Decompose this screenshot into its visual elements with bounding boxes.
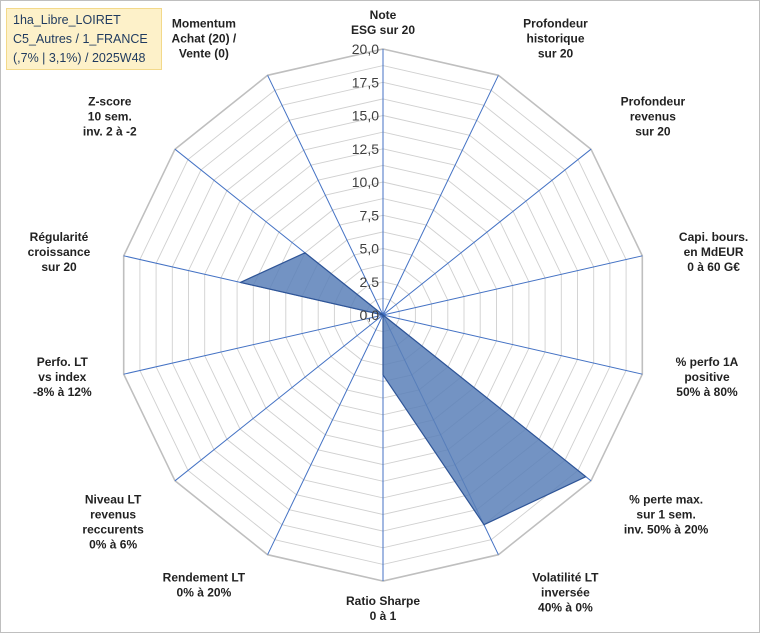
axis-label: % perte max. sur 1 sem. inv. 50% à 20% bbox=[624, 493, 709, 537]
info-line-3: (,7% | 3,1%) / 2025W48 bbox=[13, 51, 146, 65]
axis-label-line: Niveau LT bbox=[85, 493, 142, 507]
axis-label-line: Rendement LT bbox=[163, 570, 246, 584]
info-line-2: C5_Autres / 1_FRANCE bbox=[13, 32, 148, 46]
axis-label-line: sur 1 sem. bbox=[636, 508, 695, 522]
axis-label: Niveau LT revenus reccurents 0% à 6% bbox=[82, 493, 144, 552]
radial-tick-labels: 0,0 2,5 5,0 7,5 10,0 12,5 15,0 17,5 20,0 bbox=[352, 41, 379, 323]
radar-spoke bbox=[267, 314, 384, 555]
radar-spoke bbox=[174, 314, 384, 482]
radial-tick-label: 2,5 bbox=[360, 274, 380, 290]
axis-label: Capi. bours. en MdEUR 0 à 60 G€ bbox=[679, 230, 748, 274]
axis-label-line: Z-score bbox=[88, 94, 132, 108]
radial-tick-label: 5,0 bbox=[360, 241, 380, 257]
axis-label-line: inv. 2 à -2 bbox=[83, 124, 137, 138]
radial-tick-label: 0,0 bbox=[360, 307, 380, 323]
axis-label-line: Achat (20) / bbox=[172, 32, 237, 46]
axis-label-line: revenus bbox=[90, 508, 136, 522]
axis-label-line: en MdEUR bbox=[684, 245, 744, 259]
chart-info-box: 1ha_Libre_LOIRET C5_Autres / 1_FRANCE (,… bbox=[6, 8, 162, 70]
axis-label-line: inv. 50% à 20% bbox=[624, 523, 709, 537]
axis-label-line: Profondeur bbox=[523, 17, 588, 31]
axis-label-line: sur 20 bbox=[635, 124, 671, 138]
axis-label-line: 50% à 80% bbox=[676, 385, 738, 399]
axis-label: Z-score 10 sem. inv. 2 à -2 bbox=[83, 94, 137, 138]
axis-label-line: revenus bbox=[630, 109, 676, 123]
radial-tick-label: 10,0 bbox=[352, 174, 379, 190]
radar-series-area bbox=[239, 252, 587, 526]
axis-label-line: % perte max. bbox=[629, 493, 703, 507]
axis-label: Profondeur historique sur 20 bbox=[523, 17, 588, 61]
axis-label-line: 0% à 6% bbox=[89, 538, 137, 552]
radial-tick-label: 17,5 bbox=[352, 74, 379, 90]
axis-label: Ratio Sharpe 0 à 1 bbox=[346, 594, 420, 623]
axis-label-line: Profondeur bbox=[621, 94, 686, 108]
radial-tick-label: 20,0 bbox=[352, 41, 379, 57]
radar-spoke bbox=[267, 75, 384, 316]
radar-spoke bbox=[382, 255, 643, 316]
axis-label-line: 0 à 1 bbox=[370, 609, 397, 623]
axis-label-line: positive bbox=[684, 370, 730, 384]
axis-label-line: Momentum bbox=[172, 17, 236, 31]
radar-spoke bbox=[382, 314, 643, 375]
axis-label: Rendement LT 0% à 20% bbox=[163, 570, 246, 599]
axis-label-line: sur 20 bbox=[538, 47, 574, 61]
radial-tick-label: 7,5 bbox=[360, 207, 380, 223]
axis-label-line: 0 à 60 G€ bbox=[687, 260, 740, 274]
axis-label-line: 40% à 0% bbox=[538, 600, 593, 614]
axis-label-line: Régularité bbox=[30, 230, 89, 244]
axis-label-line: vs index bbox=[38, 370, 86, 384]
axis-label-line: croissance bbox=[28, 245, 91, 259]
axis-label: Régularité croissance sur 20 bbox=[28, 230, 91, 274]
axis-label: Profondeur revenus sur 20 bbox=[621, 94, 686, 138]
axis-label-line: sur 20 bbox=[41, 260, 77, 274]
axis-label: % perfo 1A positive 50% à 80% bbox=[676, 355, 739, 399]
radial-tick-label: 12,5 bbox=[352, 141, 379, 157]
axis-label: Volatilité LT inversée 40% à 0% bbox=[532, 570, 599, 614]
axis-label-line: inversée bbox=[541, 585, 590, 599]
info-line-1: 1ha_Libre_LOIRET bbox=[13, 13, 121, 27]
axis-label-line: historique bbox=[526, 32, 584, 46]
radar-spoke bbox=[123, 314, 384, 375]
axis-label-line: Vente (0) bbox=[179, 47, 229, 61]
axis-label-line: Volatilité LT bbox=[532, 570, 599, 584]
axis-label-line: 0% à 20% bbox=[177, 585, 232, 599]
radar-spoke bbox=[382, 75, 499, 316]
axis-labels: Note ESG sur 20 Profondeur historique sur 20… bbox=[28, 8, 749, 623]
axis-label: Momentum Achat (20) / Vente (0) bbox=[172, 17, 237, 61]
axis-label-line: Note bbox=[370, 8, 397, 22]
axis-label-line: Capi. bours. bbox=[679, 230, 748, 244]
axis-label-line: 10 sem. bbox=[88, 109, 132, 123]
axis-label: Perfo. LT vs index -8% à 12% bbox=[33, 355, 92, 399]
radar-spoke bbox=[382, 148, 592, 316]
axis-label: Note ESG sur 20 bbox=[351, 8, 415, 37]
radar-series-layer bbox=[239, 252, 587, 526]
axis-label-line: % perfo 1A bbox=[676, 355, 739, 369]
axis-label-line: reccurents bbox=[82, 523, 144, 537]
axis-label-line: Perfo. LT bbox=[37, 355, 89, 369]
axis-label-line: -8% à 12% bbox=[33, 385, 92, 399]
axis-label-line: Ratio Sharpe bbox=[346, 594, 420, 608]
radial-tick-label: 15,0 bbox=[352, 108, 379, 124]
axis-label-line: ESG sur 20 bbox=[351, 23, 415, 37]
